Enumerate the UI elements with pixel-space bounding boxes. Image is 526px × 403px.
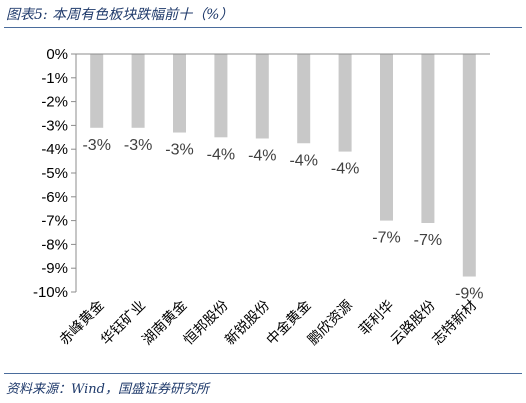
bar-9	[421, 54, 435, 223]
bar-7	[338, 54, 352, 152]
y-tick-label-10: -10%	[33, 284, 68, 301]
data-label-7: -4%	[331, 161, 359, 178]
y-tick-label-5: -5%	[41, 165, 68, 182]
data-label-8: -7%	[372, 230, 400, 247]
y-tick-label-4: -4%	[41, 141, 68, 158]
source-divider	[4, 373, 522, 374]
category-label-3: 湖南黄金	[139, 297, 191, 349]
category-label-10: 志特新材	[429, 298, 480, 349]
bar-3	[173, 54, 186, 133]
source-note: 资料来源：Wind，国盛证券研究所	[6, 382, 209, 397]
data-label-2: -3%	[124, 137, 152, 154]
y-tick-label-9: -9%	[41, 260, 68, 277]
y-axis: 0% -1% -2% -3% -4% -5% -6% -7% -8% -9% -10%	[33, 46, 490, 301]
data-label-5: -4%	[248, 147, 276, 164]
bar-2	[131, 54, 145, 128]
bar-6	[297, 54, 311, 144]
title-divider	[4, 27, 522, 28]
chart-title: 图表5: 本周有色板块跌幅前十（%）	[6, 7, 234, 23]
category-label-2: 华钰矿业	[98, 298, 149, 349]
y-tick-label-8: -8%	[41, 236, 68, 253]
data-label-10: -9%	[455, 286, 483, 303]
data-label-4: -4%	[207, 146, 235, 163]
bars-group	[90, 54, 476, 277]
bar-10	[462, 54, 476, 277]
data-label-3: -3%	[165, 142, 193, 159]
bar-1	[90, 54, 104, 128]
y-tick-label-6: -6%	[41, 189, 68, 206]
data-label-1: -3%	[82, 137, 110, 154]
y-tick-label-3: -3%	[41, 117, 68, 134]
data-labels-group: -3% -3% -3% -4% -4% -4% -4% -7% -7% -9%	[82, 137, 483, 303]
category-label-1: 赤峰黄金	[56, 297, 108, 349]
y-tick-label-1: -1%	[41, 70, 68, 87]
y-tick-label-0: 0%	[46, 46, 68, 63]
bar-4	[214, 54, 228, 138]
category-label-5: 新锐股份	[222, 298, 273, 349]
category-label-6: 中金黄金	[263, 297, 315, 349]
y-tick-label-7: -7%	[41, 213, 68, 230]
data-label-6: -4%	[289, 152, 317, 169]
category-label-7: 鹏欣资源	[305, 298, 356, 349]
data-label-9: -7%	[414, 232, 442, 249]
category-label-4: 恒邦股份	[181, 298, 232, 349]
y-tick-label-2: -2%	[41, 94, 68, 111]
category-label-9: 云路股份	[388, 298, 439, 349]
bar-8	[380, 54, 393, 221]
bar-5	[255, 54, 269, 139]
